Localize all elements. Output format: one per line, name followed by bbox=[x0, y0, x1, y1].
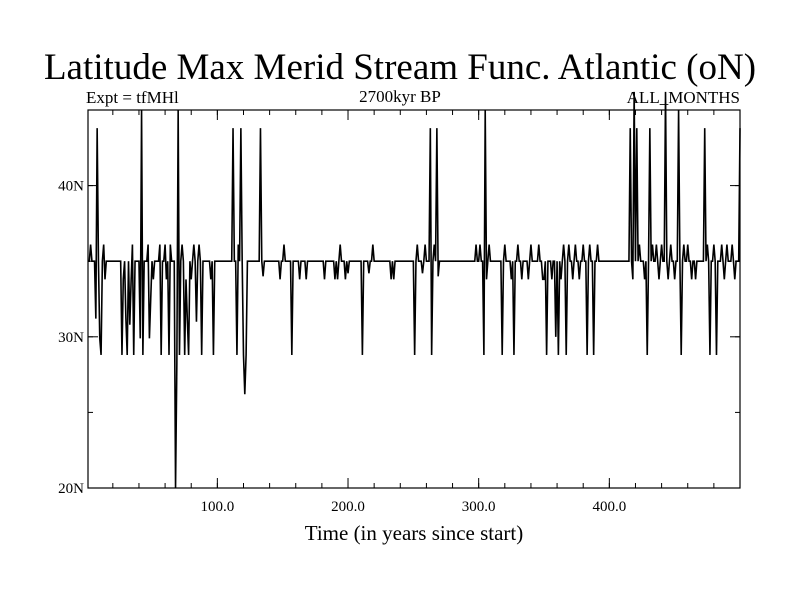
x-axis-title: Time (in years since start) bbox=[305, 521, 524, 545]
experiment-label: Expt = tfMHl bbox=[86, 88, 179, 107]
plot-frame bbox=[87, 109, 741, 489]
axis-ticks bbox=[88, 110, 740, 489]
x-tick-label: 200.0 bbox=[331, 499, 365, 515]
series-line bbox=[88, 91, 741, 489]
y-tick-label: 40N bbox=[58, 179, 84, 195]
months-label: ALL_MONTHS bbox=[626, 88, 740, 107]
x-tick-label: 400.0 bbox=[592, 499, 626, 515]
chart-title: Latitude Max Merid Stream Func. Atlantic… bbox=[43, 47, 757, 88]
y-tick-label: 30N bbox=[58, 330, 84, 346]
tick-labels: 100.0 200.0 300.0 400.0 20N 30N 40N bbox=[58, 179, 626, 515]
x-tick-label: 300.0 bbox=[462, 499, 496, 515]
y-tick-label: 20N bbox=[58, 481, 84, 497]
x-tick-label: 100.0 bbox=[200, 499, 234, 515]
period-label: 2700kyr BP bbox=[359, 87, 441, 106]
